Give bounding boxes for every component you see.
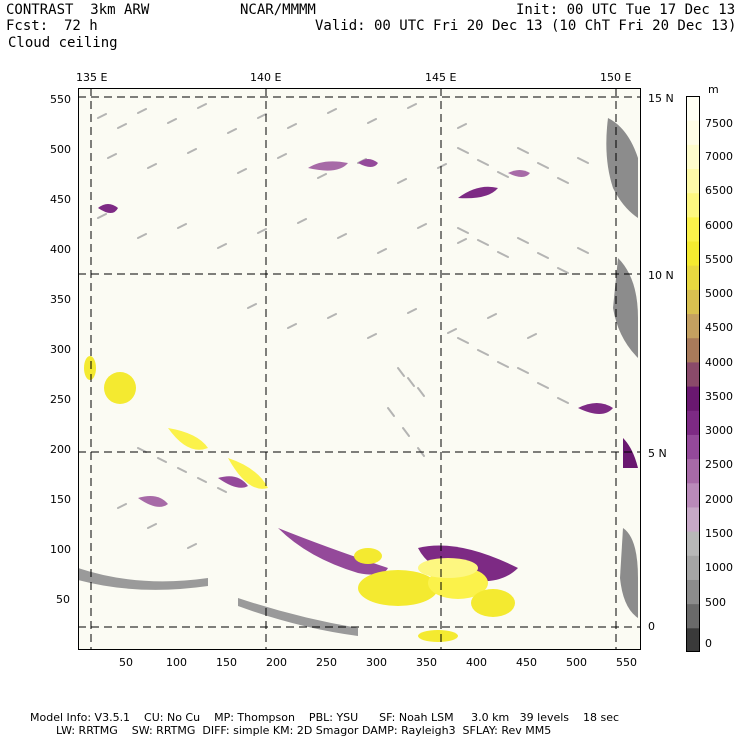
init-time: Init: 00 UTC Tue 17 Dec 13	[516, 2, 736, 18]
y-tick-label: 550	[50, 93, 71, 106]
x-tick-label: 250	[316, 656, 337, 669]
lat-label-0: 0	[648, 620, 655, 633]
forecast-hours: 72 h	[64, 18, 98, 34]
x-tick-label: 200	[266, 656, 287, 669]
colorbar-label: 1500	[705, 527, 733, 540]
colorbar-cell	[686, 410, 700, 435]
y-tick-label: 50	[56, 593, 70, 606]
colorbar-cell	[686, 265, 700, 290]
colorbar-label: 3000	[705, 424, 733, 437]
x-tick-label: 500	[566, 656, 587, 669]
x-tick-label: 50	[119, 656, 133, 669]
colorbar-cell	[686, 458, 700, 484]
colorbar-label: 7500	[705, 117, 733, 130]
colorbar-label: 500	[705, 596, 726, 609]
colorbar-cell	[686, 482, 700, 508]
x-tick-label: 400	[466, 656, 487, 669]
purple-cloud-patches	[98, 159, 638, 582]
colorbar-cells	[686, 96, 700, 652]
grey-cloud-masses	[78, 118, 638, 636]
colorbar-cell	[686, 289, 700, 315]
colorbar-cell	[686, 555, 700, 580]
y-tick-label: 100	[50, 543, 71, 556]
colorbar-label: 3500	[705, 390, 733, 403]
grey-cloud-streaks	[97, 103, 589, 549]
lat-label-10n: 10 N	[648, 269, 674, 282]
model-title: CONTRAST 3km ARW	[6, 2, 150, 18]
map-frame	[78, 88, 641, 650]
x-tick-label: 550	[616, 656, 637, 669]
x-tick-label: 150	[216, 656, 237, 669]
colorbar-cell	[686, 96, 700, 121]
colorbar-cell	[686, 168, 700, 194]
valid-time: Valid: 00 UTC Fri 20 Dec 13 (10 ChT Fri …	[315, 18, 737, 34]
colorbar-cell	[686, 506, 700, 532]
y-tick-label: 250	[50, 393, 71, 406]
y-tick-label: 350	[50, 293, 71, 306]
colorbar-cell	[686, 144, 700, 170]
field-name: Cloud ceiling	[8, 35, 118, 51]
colorbar-cell	[686, 434, 700, 460]
colorbar-cell	[686, 313, 700, 339]
y-tick-label: 300	[50, 343, 71, 356]
y-tick-label: 400	[50, 243, 71, 256]
x-tick-label: 450	[516, 656, 537, 669]
colorbar-label: 6500	[705, 184, 733, 197]
colorbar-label: 0	[705, 637, 712, 650]
colorbar	[686, 96, 700, 652]
forecast-label: Fcst:	[6, 18, 49, 34]
y-tick-label: 150	[50, 493, 71, 506]
lat-label-5n: 5 N	[648, 447, 667, 460]
lat-label-15n: 15 N	[648, 92, 674, 105]
yellow-cloud-patches	[84, 356, 515, 642]
colorbar-cell	[686, 241, 700, 266]
lon-label-145e: 145 E	[425, 71, 457, 84]
colorbar-cell	[686, 120, 700, 145]
x-tick-label: 350	[416, 656, 437, 669]
colorbar-frame	[686, 96, 700, 652]
model-info-line1: Model Info: V3.5.1 CU: No Cu MP: Thompso…	[30, 711, 620, 724]
colorbar-label: 2000	[705, 493, 733, 506]
model-info-line2: LW: RRTMG SW: RRTMG DIFF: simple KM: 2D …	[56, 724, 552, 737]
cloud-ceiling-map	[78, 88, 641, 650]
colorbar-label: 7000	[705, 150, 733, 163]
lon-label-140e: 140 E	[250, 71, 282, 84]
colorbar-cell	[686, 603, 700, 629]
colorbar-label: 6000	[705, 219, 733, 232]
x-tick-label: 300	[366, 656, 387, 669]
lon-label-150e: 150 E	[600, 71, 632, 84]
colorbar-cell	[686, 192, 700, 218]
colorbar-cell	[686, 216, 700, 242]
colorbar-label: 1000	[705, 561, 733, 574]
y-tick-label: 500	[50, 143, 71, 156]
colorbar-cell	[686, 579, 700, 605]
y-tick-label: 200	[50, 443, 71, 456]
colorbar-cell	[686, 337, 700, 363]
colorbar-cell	[686, 386, 700, 411]
colorbar-label: 4500	[705, 321, 733, 334]
institution: NCAR/MMMM	[240, 2, 316, 18]
colorbar-label: 4000	[705, 356, 733, 369]
colorbar-label: 5500	[705, 253, 733, 266]
x-tick-label: 100	[166, 656, 187, 669]
colorbar-unit: m	[708, 83, 719, 96]
colorbar-cell	[686, 627, 700, 652]
lon-label-135e: 135 E	[76, 71, 108, 84]
lat-lon-grid	[78, 88, 641, 650]
colorbar-cell	[686, 361, 700, 387]
colorbar-label: 5000	[705, 287, 733, 300]
y-tick-label: 450	[50, 193, 71, 206]
colorbar-cell	[686, 531, 700, 556]
colorbar-label: 2500	[705, 458, 733, 471]
